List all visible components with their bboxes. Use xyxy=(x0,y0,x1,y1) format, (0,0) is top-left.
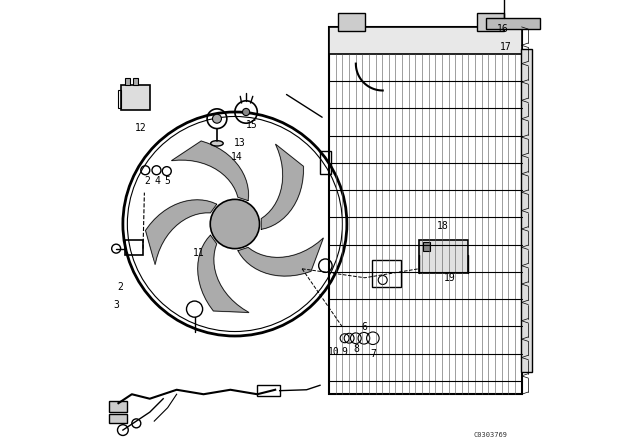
Bar xyxy=(521,49,532,372)
Polygon shape xyxy=(261,144,303,229)
Bar xyxy=(125,78,131,85)
Text: C0303769: C0303769 xyxy=(473,431,508,438)
Text: 2: 2 xyxy=(118,282,124,292)
Text: 17: 17 xyxy=(500,42,512,52)
Bar xyxy=(477,13,504,31)
Text: 16: 16 xyxy=(497,24,509,34)
Circle shape xyxy=(212,114,221,123)
Text: 18: 18 xyxy=(437,221,449,231)
Text: 3: 3 xyxy=(113,300,119,310)
Bar xyxy=(257,385,280,396)
Polygon shape xyxy=(238,238,323,276)
Bar xyxy=(118,90,121,108)
Text: 13: 13 xyxy=(234,138,245,148)
Text: 10: 10 xyxy=(328,347,339,357)
Text: 7: 7 xyxy=(371,349,377,359)
Bar xyxy=(109,401,127,412)
Text: 12: 12 xyxy=(135,123,147,133)
Bar xyxy=(329,27,522,394)
Text: 5: 5 xyxy=(164,177,171,186)
Text: 8: 8 xyxy=(353,345,359,354)
Bar xyxy=(125,240,143,255)
Polygon shape xyxy=(198,235,249,313)
Bar xyxy=(423,242,430,251)
Bar xyxy=(371,260,401,287)
Text: 19: 19 xyxy=(444,273,456,283)
Bar xyxy=(338,13,365,31)
Bar xyxy=(121,85,150,110)
Text: 15: 15 xyxy=(246,121,258,130)
Bar xyxy=(109,414,127,423)
Ellipse shape xyxy=(211,141,223,146)
Text: 11: 11 xyxy=(193,248,205,258)
Circle shape xyxy=(210,199,260,249)
Circle shape xyxy=(243,108,250,116)
Text: 9: 9 xyxy=(342,347,348,357)
Polygon shape xyxy=(172,141,248,201)
Text: 4: 4 xyxy=(155,177,161,186)
Text: 14: 14 xyxy=(231,152,243,162)
Bar xyxy=(132,78,138,85)
Bar xyxy=(320,151,332,174)
Bar xyxy=(486,18,540,29)
Bar xyxy=(329,27,522,54)
Text: 2: 2 xyxy=(145,177,150,186)
Polygon shape xyxy=(145,200,217,265)
Text: 6: 6 xyxy=(362,322,368,332)
Bar xyxy=(419,240,468,273)
